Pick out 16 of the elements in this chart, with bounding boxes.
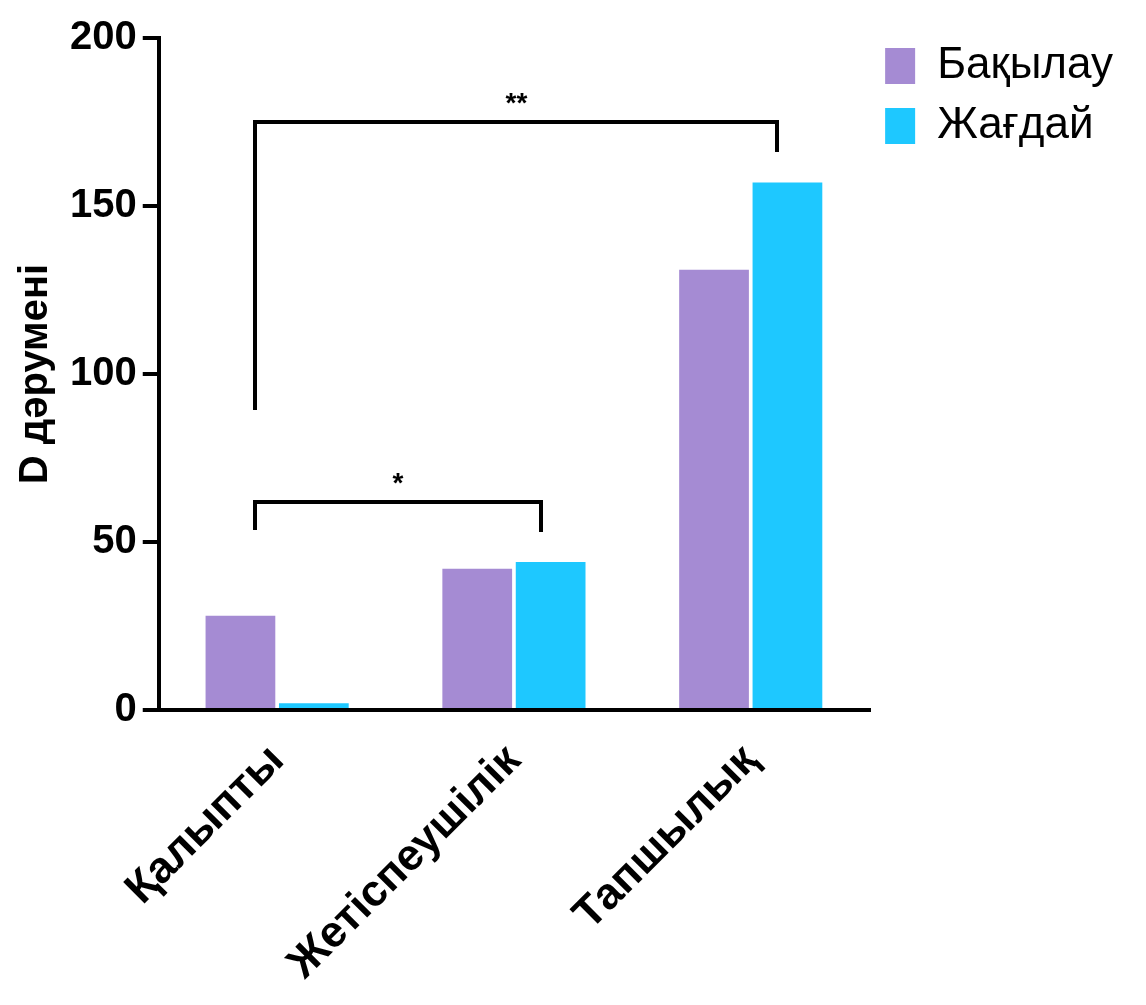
annotation: * [392, 466, 404, 498]
bar [278, 703, 349, 708]
bar [205, 615, 276, 708]
legend-label: Жағдай [937, 98, 1094, 148]
legend-label: Бақылау [937, 38, 1113, 88]
y-tick-label: 50 [92, 516, 137, 561]
y-tick-label: 200 [69, 13, 137, 58]
y-tick-label: 100 [69, 348, 137, 393]
bar [752, 182, 823, 708]
annotation: ** [505, 87, 528, 119]
y-tick-label: 150 [69, 181, 137, 226]
y-axis-title: D дәрумені [11, 263, 56, 485]
bar [679, 269, 749, 708]
bar [442, 568, 513, 708]
bar [515, 562, 586, 708]
y-tick-label: 0 [114, 684, 137, 729]
